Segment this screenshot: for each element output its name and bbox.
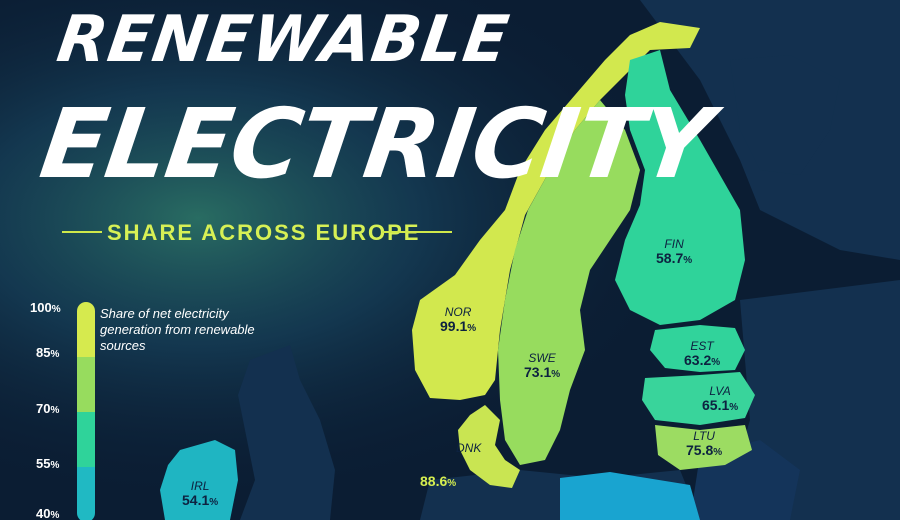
legend-segment-40-55 [77, 467, 95, 520]
legend-description: Share of net electricity generation from… [100, 306, 255, 353]
label-denmark-value: 88.6% [420, 473, 457, 489]
region-sweden [498, 100, 640, 465]
legend-tick-55: 55% [36, 456, 60, 471]
region-ireland [160, 440, 238, 520]
label-denmark-code: DNK [456, 441, 482, 455]
legend-tick-100: 100% [30, 300, 61, 315]
label-norway: NOR 99.1% [440, 305, 477, 335]
subtitle: SHARE ACROSS EUROPE [107, 220, 421, 245]
label-latvia: LVA 65.1% [702, 384, 739, 414]
region-estonia [650, 325, 745, 372]
title-line-2: ELECTRICITY [34, 88, 718, 200]
label-finland: FIN 58.7% [656, 237, 693, 267]
region-finland [615, 50, 745, 325]
region-norway [412, 22, 700, 400]
subtitle-rule-left [62, 231, 102, 233]
legend-color-scale [77, 302, 95, 520]
land-netherlands [560, 472, 700, 520]
title-line-1: RENEWABLE [52, 3, 514, 77]
legend-tick-85: 85% [36, 345, 60, 360]
region-denmark [458, 405, 520, 488]
legend-segment-55-70 [77, 412, 95, 467]
land-great-britain [238, 345, 335, 520]
label-sweden: SWE 73.1% [524, 351, 561, 381]
legend-tick-70: 70% [36, 401, 60, 416]
label-estonia: EST 63.2% [684, 339, 721, 369]
region-latvia [642, 372, 755, 425]
label-lithuania: LTU 75.8% [686, 429, 723, 459]
region-lithuania [655, 425, 752, 470]
legend-segment-70-85 [77, 357, 95, 412]
subtitle-block: SHARE ACROSS EUROPE [62, 218, 452, 246]
land-kola-peninsula [730, 55, 840, 175]
label-ireland: IRL 54.1% [182, 479, 219, 509]
subtitle-rule-right [382, 231, 452, 233]
legend-segment-85-100 [77, 302, 95, 357]
legend-tick-40: 40% [36, 506, 60, 520]
